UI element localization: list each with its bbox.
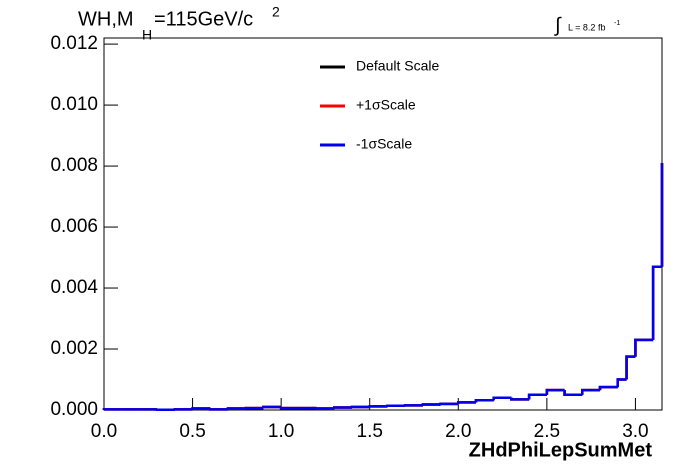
title-superscript: 2 <box>272 4 280 20</box>
histogram-bin <box>102 408 122 411</box>
annotation: ∫ <box>554 14 562 36</box>
y-tick-label: 0.010 <box>50 94 98 115</box>
title: =115GeV/c <box>154 8 253 30</box>
histogram-bin <box>616 378 627 388</box>
legend-label: -1σScale <box>356 136 412 152</box>
histogram-bin <box>262 405 282 409</box>
histogram-bin <box>545 388 565 395</box>
x-tick-label: 1.0 <box>268 421 294 442</box>
histogram-bin <box>492 396 512 401</box>
histogram-bin <box>563 390 583 397</box>
histogram-bin <box>226 407 246 410</box>
histogram-bin <box>209 408 228 411</box>
histogram-bin <box>474 398 494 403</box>
title: WH,M <box>78 8 134 30</box>
x-tick-label: 0.5 <box>179 421 205 442</box>
x-tick-label: 1.5 <box>357 421 383 442</box>
histogram-bin <box>386 404 406 407</box>
y-tick-label: 0.008 <box>50 155 98 176</box>
title-subscript: H <box>142 27 152 43</box>
x-axis-label: ZHdPhiLepSumMet <box>469 439 653 461</box>
histogram-bin <box>350 405 370 409</box>
y-tick-label: 0.000 <box>50 399 98 420</box>
legend-label: +1σScale <box>356 97 416 113</box>
y-tick-label: 0.002 <box>50 338 98 359</box>
x-tick-label: 3.0 <box>622 421 648 442</box>
histogram-bin <box>651 265 662 340</box>
histogram-bin <box>527 393 547 400</box>
histogram-bin <box>457 401 476 404</box>
x-tick-label: 0.0 <box>91 421 117 442</box>
histogram-bin <box>333 406 352 409</box>
legend-label: Default Scale <box>356 58 439 74</box>
annotation: L = 8.2 fb <box>568 22 605 32</box>
histogram-bin <box>625 355 636 380</box>
histogram-bin <box>598 385 618 391</box>
histogram-bin <box>368 405 388 408</box>
histogram-bin <box>439 402 459 406</box>
histogram-bin <box>421 403 441 406</box>
histogram-bin <box>279 406 299 410</box>
histogram-bin <box>581 388 600 395</box>
y-tick-label: 0.004 <box>50 277 98 298</box>
annotation-superscript: -1 <box>614 20 620 27</box>
x-tick-label: 2.0 <box>445 421 471 442</box>
x-tick-label: 2.5 <box>534 421 560 442</box>
histogram-bin <box>191 407 211 410</box>
y-tick-label: 0.006 <box>50 216 98 237</box>
histogram-bin <box>510 397 530 401</box>
histogram-bin <box>634 338 654 357</box>
y-tick-label: 0.012 <box>50 33 98 54</box>
